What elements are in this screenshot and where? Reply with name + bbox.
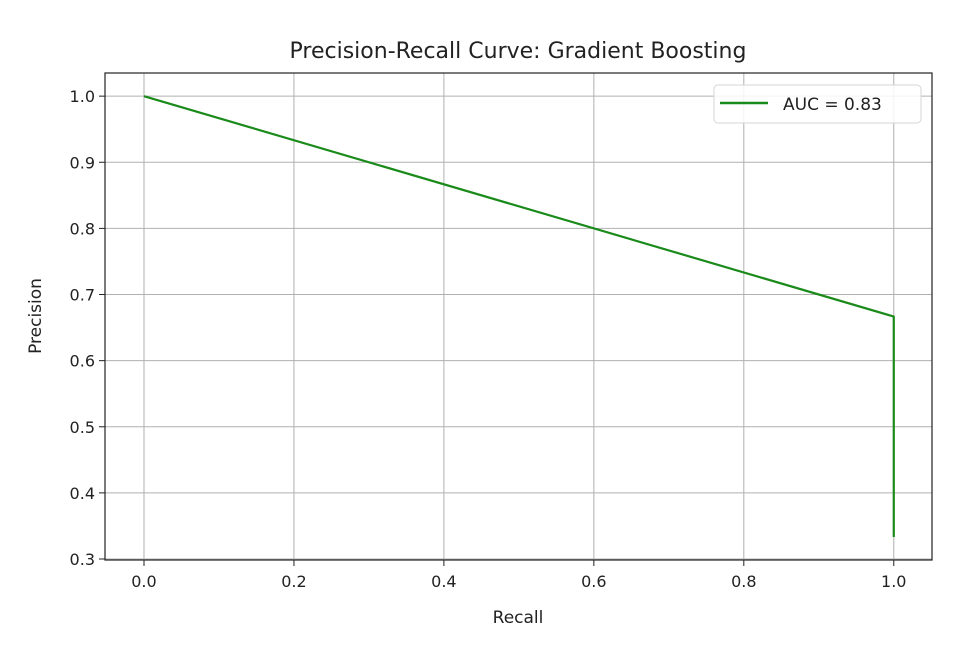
- y-tick-label: 0.9: [70, 153, 95, 172]
- y-tick-label: 0.7: [70, 286, 95, 305]
- series-line: [143, 95, 895, 537]
- y-axis-label: Precision: [26, 278, 46, 354]
- chart-title: Precision-Recall Curve: Gradient Boostin…: [290, 39, 747, 64]
- y-tick-label: 0.8: [70, 219, 95, 238]
- legend-box: [713, 84, 922, 124]
- y-tick-label: 0.3: [70, 550, 95, 569]
- ticks: 0.0 0.2 0.4 0.6 0.8 1.0 0.3 0.4 0.5 0.6 0.7 0.8 0.9 1…: [70, 87, 907, 591]
- y-tick-label: 0.5: [70, 418, 95, 437]
- y-tick-label: 0.6: [70, 352, 95, 371]
- y-tick-label: 0.4: [70, 484, 95, 503]
- legend: AUC = 0.83: [713, 84, 922, 124]
- x-tick-label: 0.8: [731, 572, 756, 591]
- series-layer: [143, 95, 895, 537]
- x-tick-label: 1.0: [881, 572, 906, 591]
- x-tick-label: 0.4: [431, 572, 456, 591]
- x-tick-label: 0.6: [581, 572, 606, 591]
- x-tick-label: 0.0: [131, 572, 156, 591]
- plot-frame: [104, 72, 933, 561]
- x-tick-label: 0.2: [281, 572, 306, 591]
- grid: [105, 73, 932, 560]
- x-axis-label: Recall: [493, 608, 544, 628]
- legend-label: AUC = 0.83: [783, 95, 882, 115]
- y-tick-label: 1.0: [70, 87, 95, 106]
